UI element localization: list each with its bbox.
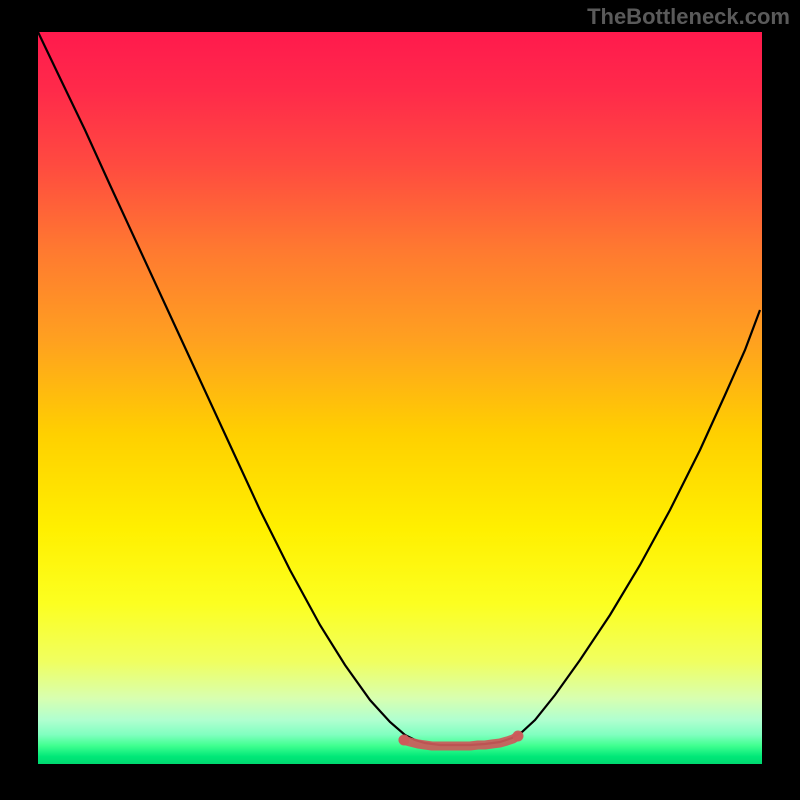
optimal-zone-end-marker: [513, 731, 524, 742]
bottleneck-curve: [38, 32, 762, 764]
curve-line: [38, 32, 760, 745]
watermark-text: TheBottleneck.com: [587, 4, 790, 30]
optimal-zone-start-marker: [399, 735, 410, 746]
chart-plot-area: [38, 32, 762, 764]
optimal-zone-marker: [403, 736, 518, 746]
